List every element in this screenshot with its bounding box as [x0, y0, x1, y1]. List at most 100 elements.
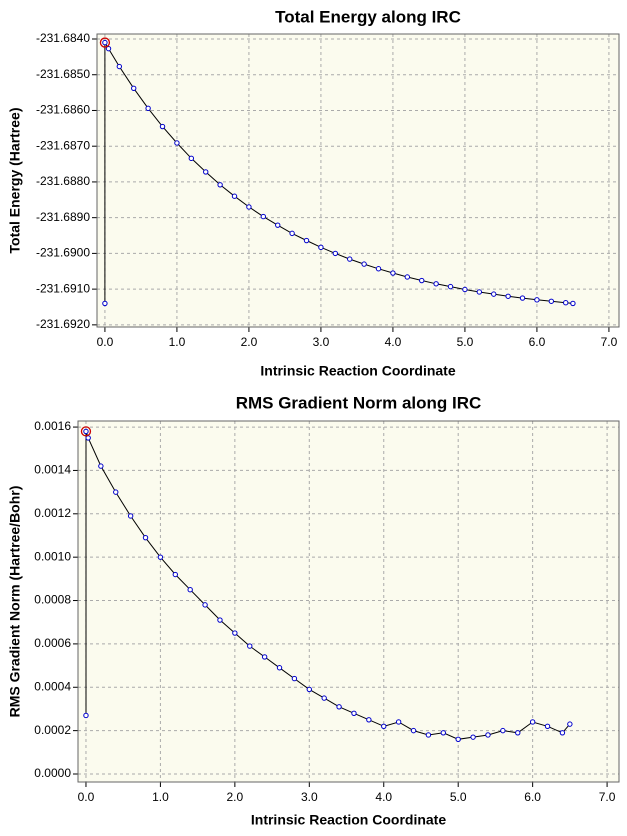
point — [433, 281, 439, 287]
point — [395, 719, 402, 725]
point — [131, 85, 137, 92]
point — [544, 723, 551, 729]
y-tick-label: -231.6850 — [36, 67, 90, 81]
y-tick-label: 0.0010 — [34, 549, 71, 563]
point — [336, 704, 342, 710]
point — [332, 250, 339, 257]
point — [83, 428, 89, 435]
point — [172, 571, 179, 578]
point — [410, 727, 417, 734]
point — [563, 300, 569, 306]
point — [303, 237, 310, 244]
point — [500, 727, 506, 734]
point — [113, 489, 119, 495]
x-tick-label: 4.0 — [385, 335, 402, 349]
x-tick-label: 4.0 — [375, 790, 392, 804]
plot-area — [97, 34, 619, 327]
point — [188, 155, 195, 162]
point — [289, 230, 295, 237]
chart-title: Total Energy along IRC — [275, 7, 461, 26]
point — [276, 665, 283, 671]
y-tick-label: -231.6920 — [36, 317, 90, 331]
point — [505, 293, 511, 299]
point — [217, 617, 223, 623]
point — [232, 630, 238, 636]
point — [247, 643, 253, 649]
x-tick-label: 3.0 — [313, 335, 330, 349]
point — [231, 193, 238, 199]
point — [447, 283, 454, 290]
y-tick-label: 0.0000 — [34, 766, 71, 780]
point — [351, 710, 357, 716]
plot-frame — [77, 420, 620, 783]
y-axis-label: Total Energy (Hartree) — [7, 108, 23, 254]
x-tick-label: 7.0 — [599, 790, 616, 804]
y-tick-label: -231.6880 — [36, 174, 90, 188]
point — [157, 554, 164, 560]
point — [246, 204, 252, 210]
point — [102, 300, 108, 307]
y-tick-label: -231.6860 — [36, 103, 90, 117]
point — [519, 295, 526, 301]
x-tick-label: 1.0 — [169, 335, 186, 349]
x-tick-label: 0.0 — [78, 790, 95, 804]
y-tick-label: 0.0006 — [34, 636, 71, 650]
y-tick-label: 0.0008 — [34, 593, 71, 607]
point — [390, 270, 396, 276]
point — [375, 266, 382, 272]
point — [559, 730, 566, 736]
point — [567, 721, 573, 727]
y-tick-label: 0.0012 — [34, 506, 71, 520]
point — [548, 298, 555, 304]
point — [570, 300, 576, 307]
point — [485, 732, 491, 738]
point — [142, 534, 149, 541]
chart-title: RMS Gradient Norm along IRC — [236, 393, 482, 412]
x-tick-label: 5.0 — [457, 335, 474, 349]
point — [534, 297, 540, 303]
point — [105, 45, 112, 52]
point — [455, 736, 461, 743]
point — [440, 730, 447, 736]
point — [217, 182, 223, 188]
y-tick-label: -231.6870 — [36, 138, 90, 152]
point — [260, 213, 267, 220]
y-tick-label: 0.0004 — [34, 679, 71, 693]
x-tick-label: 7.0 — [601, 335, 618, 349]
point — [127, 513, 134, 519]
y-axis-label: RMS Gradient Norm (Hartree/Bohr) — [7, 486, 23, 718]
point — [361, 261, 367, 267]
x-tick-label: 6.0 — [529, 335, 546, 349]
point — [306, 686, 313, 693]
x-tick-label: 3.0 — [301, 790, 318, 804]
x-axis-label: Intrinsic Reaction Coordinate — [260, 363, 455, 379]
point — [203, 169, 209, 175]
point — [491, 291, 497, 297]
highlight — [99, 37, 111, 48]
x-axis-label: Intrinsic Reaction Coordinate — [251, 812, 446, 828]
point — [419, 277, 425, 284]
y-tick-label: 0.0014 — [34, 463, 71, 477]
point — [425, 732, 432, 738]
x-tick-label: 1.0 — [152, 790, 169, 804]
point — [202, 602, 208, 608]
x-tick-label: 6.0 — [524, 790, 541, 804]
point — [145, 105, 151, 112]
point — [366, 717, 372, 723]
x-tick-label: 0.0 — [97, 335, 114, 349]
y-tick-label: -231.6840 — [36, 31, 90, 45]
point — [404, 274, 411, 280]
point — [381, 723, 387, 729]
y-tick-label: -231.6910 — [36, 281, 90, 295]
y-tick-label: -231.6900 — [36, 246, 90, 260]
point — [187, 586, 193, 593]
point — [470, 734, 476, 740]
point — [261, 654, 268, 660]
point — [515, 730, 521, 736]
x-tick-label: 5.0 — [450, 790, 467, 804]
point — [291, 675, 298, 682]
highlight — [80, 426, 92, 437]
point — [116, 63, 123, 70]
point — [347, 256, 353, 262]
